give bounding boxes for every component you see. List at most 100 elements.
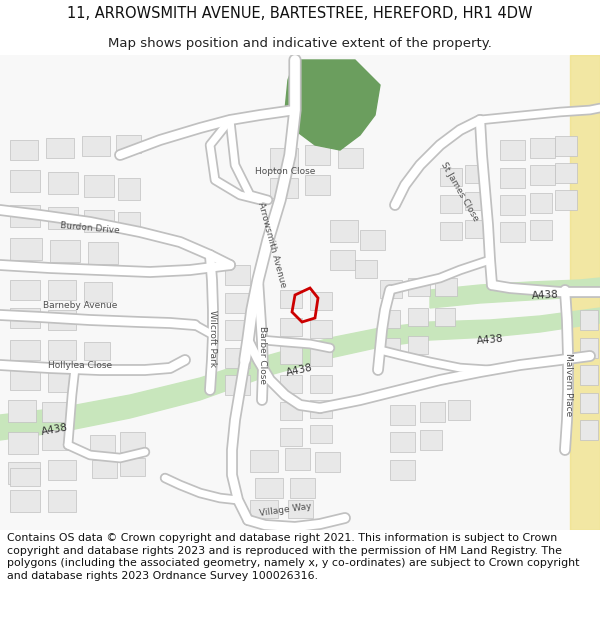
Bar: [580, 393, 598, 413]
Bar: [440, 222, 462, 240]
Polygon shape: [570, 55, 600, 530]
Bar: [8, 432, 38, 454]
Bar: [120, 432, 145, 452]
Bar: [48, 280, 76, 300]
Bar: [10, 308, 40, 328]
Bar: [500, 140, 525, 160]
Bar: [408, 336, 428, 354]
Bar: [440, 195, 462, 213]
Bar: [310, 400, 332, 418]
Bar: [420, 402, 445, 422]
Bar: [380, 338, 400, 356]
Text: Barber Close: Barber Close: [257, 326, 266, 384]
Bar: [448, 400, 470, 420]
Bar: [10, 238, 42, 260]
Bar: [84, 342, 110, 360]
Bar: [390, 432, 415, 452]
Bar: [116, 135, 141, 153]
Bar: [465, 220, 487, 238]
Text: A438: A438: [476, 334, 504, 346]
Bar: [310, 348, 332, 366]
Bar: [48, 207, 78, 229]
Bar: [88, 242, 118, 264]
Bar: [315, 452, 340, 472]
Bar: [500, 168, 525, 188]
Bar: [435, 278, 457, 296]
Text: St James Close: St James Close: [439, 161, 481, 223]
Text: Arrowsmith Avenue: Arrowsmith Avenue: [256, 201, 288, 289]
Bar: [118, 178, 140, 200]
Text: A438: A438: [531, 289, 559, 301]
Text: Village Way: Village Way: [259, 502, 311, 518]
Bar: [10, 140, 38, 160]
Bar: [48, 490, 76, 512]
Bar: [580, 420, 598, 440]
Bar: [118, 212, 140, 232]
Bar: [10, 280, 40, 300]
Bar: [500, 222, 525, 242]
Bar: [84, 175, 114, 197]
Text: Hopton Close: Hopton Close: [255, 168, 315, 176]
Bar: [10, 340, 40, 360]
Bar: [290, 478, 315, 498]
Bar: [435, 308, 455, 326]
Polygon shape: [285, 60, 380, 150]
Bar: [285, 448, 310, 470]
Text: A438: A438: [41, 422, 69, 437]
Bar: [530, 165, 555, 185]
Text: Wilcroft Park: Wilcroft Park: [209, 309, 218, 366]
Text: A438: A438: [286, 362, 314, 378]
Bar: [10, 370, 40, 390]
Bar: [225, 375, 250, 395]
Text: Map shows position and indicative extent of the property.: Map shows position and indicative extent…: [108, 38, 492, 51]
Bar: [42, 430, 70, 450]
Bar: [360, 230, 385, 250]
Bar: [530, 193, 552, 213]
Bar: [305, 175, 330, 195]
Bar: [408, 308, 428, 326]
Bar: [408, 278, 430, 296]
Bar: [48, 372, 76, 392]
Bar: [420, 430, 442, 450]
Bar: [530, 220, 552, 240]
Bar: [42, 402, 70, 422]
Bar: [310, 320, 332, 338]
Text: Malvern Place: Malvern Place: [563, 353, 572, 417]
Bar: [280, 346, 302, 364]
Bar: [555, 190, 577, 210]
Bar: [90, 435, 115, 455]
Bar: [305, 145, 330, 165]
Bar: [84, 282, 112, 302]
Bar: [225, 320, 250, 340]
Bar: [380, 280, 402, 298]
Bar: [10, 170, 40, 192]
Text: Contains OS data © Crown copyright and database right 2021. This information is : Contains OS data © Crown copyright and d…: [7, 533, 580, 581]
Bar: [580, 365, 598, 385]
Bar: [92, 460, 117, 478]
Bar: [46, 138, 74, 158]
Bar: [48, 340, 76, 360]
Bar: [250, 500, 278, 518]
Bar: [390, 405, 415, 425]
Bar: [310, 375, 332, 393]
Bar: [48, 460, 76, 480]
Bar: [280, 375, 302, 393]
Bar: [225, 293, 250, 313]
Bar: [555, 136, 577, 156]
Bar: [250, 450, 278, 472]
Bar: [48, 172, 78, 194]
Bar: [225, 348, 250, 368]
Bar: [390, 460, 415, 480]
Polygon shape: [0, 308, 600, 440]
Bar: [8, 400, 36, 422]
Bar: [580, 338, 598, 358]
Bar: [10, 490, 40, 512]
Bar: [82, 136, 110, 156]
Bar: [530, 138, 555, 158]
Bar: [280, 318, 302, 336]
Bar: [440, 168, 462, 186]
Bar: [580, 310, 598, 330]
Bar: [120, 458, 145, 476]
Bar: [310, 292, 332, 310]
Polygon shape: [430, 278, 600, 308]
